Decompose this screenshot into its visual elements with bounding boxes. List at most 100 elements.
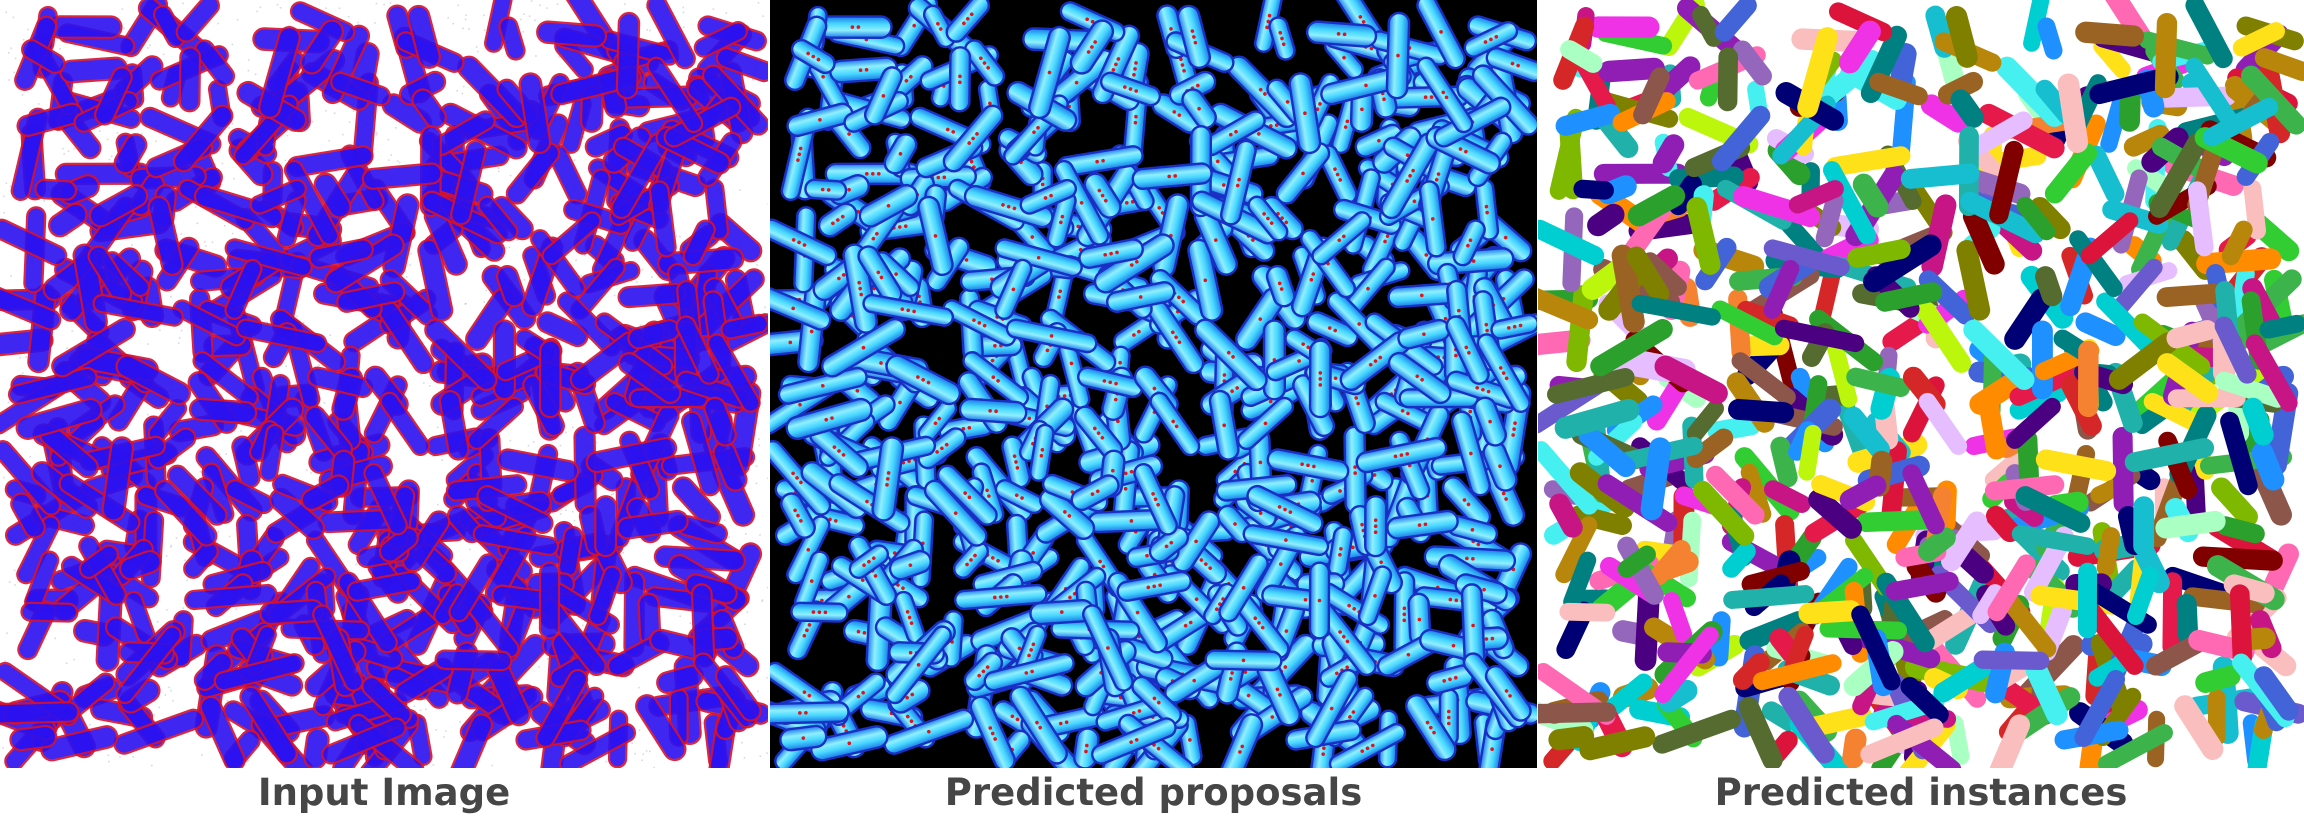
cell [199, 695, 246, 768]
instance [2080, 212, 2139, 265]
cell [450, 139, 487, 226]
instance [2098, 724, 2173, 768]
instance [2004, 288, 2053, 350]
proposal [777, 366, 868, 405]
instance [2185, 0, 2233, 69]
instance [1605, 673, 1653, 716]
cell [178, 46, 202, 113]
predicted-proposals-image [770, 0, 1537, 768]
instance [1538, 219, 1605, 266]
instance [1547, 368, 1635, 404]
cell [224, 258, 263, 320]
cell [424, 318, 498, 392]
proposal [1081, 604, 1134, 692]
instance [1973, 650, 2050, 671]
proposal [785, 397, 873, 441]
proposal [1387, 282, 1457, 309]
proposal [1131, 675, 1182, 726]
instance [1640, 437, 1672, 521]
cell [703, 396, 737, 447]
cell [34, 178, 78, 201]
instance [1869, 72, 1928, 106]
cell [9, 724, 58, 752]
proposal [1476, 333, 1531, 414]
proposal [1099, 71, 1162, 107]
cell [299, 19, 345, 75]
instance [1711, 105, 1771, 172]
input-image [0, 0, 768, 768]
instance [1842, 728, 1867, 768]
cell [693, 21, 749, 58]
instance [2069, 230, 2123, 297]
cell [213, 653, 305, 692]
instance [1808, 488, 1863, 539]
cell [477, 195, 519, 242]
instance [1658, 551, 1699, 580]
cell [411, 88, 447, 129]
proposal [1091, 717, 1177, 765]
instance [1933, 658, 1992, 703]
cell [706, 333, 761, 413]
cell [224, 238, 313, 278]
instance [2096, 292, 2159, 356]
cell [361, 162, 443, 190]
proposal [942, 104, 1004, 173]
instance [1555, 103, 1621, 136]
proposal [804, 178, 848, 201]
instance [1798, 600, 1862, 625]
proposal [885, 625, 952, 705]
instance [1652, 134, 1685, 174]
instance [1663, 592, 1693, 643]
proposal [1247, 195, 1289, 242]
cell [617, 282, 687, 309]
instance [2242, 397, 2274, 446]
proposal [1355, 436, 1448, 474]
instance [2254, 666, 2299, 721]
proposal [1083, 172, 1122, 219]
proposal [1328, 722, 1407, 768]
proposal [1105, 281, 1176, 313]
proposal [770, 701, 850, 725]
cell [467, 396, 524, 451]
proposal [818, 15, 893, 39]
cell [682, 219, 716, 267]
instance [1714, 0, 1757, 42]
instance [1918, 392, 1968, 455]
instance [2154, 12, 2178, 99]
cell [378, 526, 419, 563]
proposal [953, 541, 989, 579]
instance [1538, 441, 1599, 515]
cell [448, 553, 499, 623]
cell [0, 286, 62, 331]
instance [1555, 516, 1598, 584]
proposal [983, 652, 1075, 692]
instance [1956, 239, 1991, 321]
cell [40, 725, 119, 762]
instance [1987, 554, 2036, 622]
instance [2109, 258, 2163, 319]
cell [10, 492, 46, 539]
instance [1882, 315, 1927, 352]
instance [2133, 496, 2155, 557]
instance [1740, 463, 1772, 523]
cell [113, 133, 148, 175]
cell [312, 604, 364, 692]
proposal [963, 39, 1006, 87]
proposal [1416, 56, 1474, 134]
instance [2009, 383, 2068, 420]
proposal [948, 46, 972, 113]
instance [1733, 186, 1821, 228]
instance [1937, 71, 1984, 105]
proposal [1405, 694, 1457, 762]
proposal [770, 218, 838, 267]
instance [2075, 312, 2126, 347]
proposal [942, 299, 1017, 347]
cell [175, 0, 220, 43]
instance [2162, 572, 2183, 657]
proposal [1069, 19, 1115, 75]
instance [1652, 56, 1701, 102]
proposal [810, 725, 889, 762]
instance [1838, 20, 1881, 74]
proposal [888, 549, 932, 581]
proposal [1288, 72, 1322, 155]
